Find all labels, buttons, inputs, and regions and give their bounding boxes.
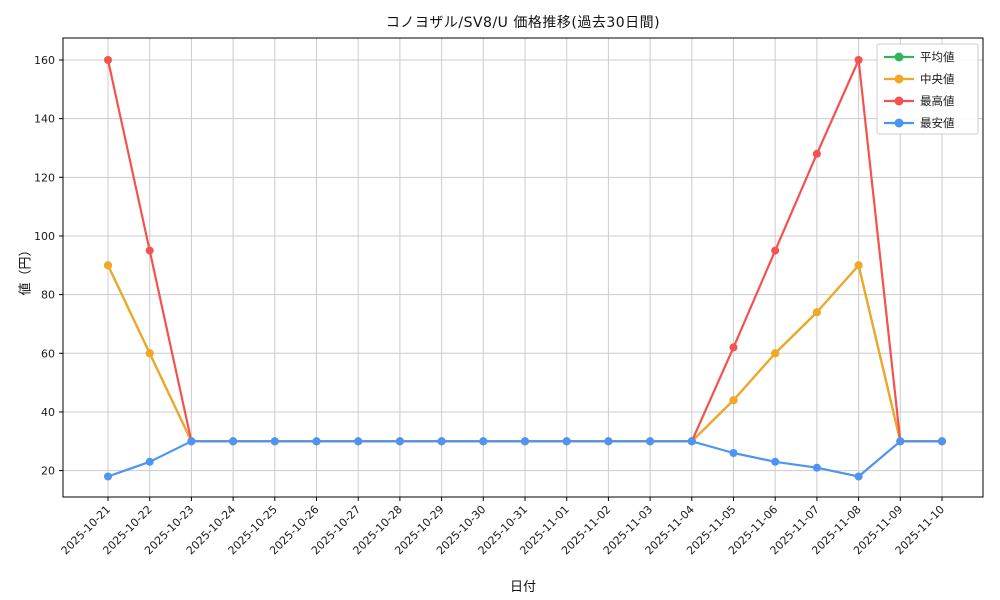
x-axis-label: 日付: [509, 580, 536, 595]
data-point-marker: [896, 437, 905, 446]
legend-item-中央値: 中央値: [884, 72, 955, 86]
legend-label: 中央値: [920, 72, 955, 86]
legend-label: 最安値: [920, 116, 955, 130]
legend-item-最安値: 最安値: [884, 116, 955, 130]
legend-label: 最高値: [920, 94, 955, 108]
data-point-marker: [395, 437, 404, 446]
data-point-marker: [771, 349, 780, 358]
data-point-marker: [687, 437, 696, 446]
y-tick-label: 140: [34, 113, 55, 126]
data-point-marker: [479, 437, 488, 446]
data-point-marker: [771, 457, 780, 466]
legend-item-平均値: 平均値: [884, 50, 955, 64]
chart-title: コノヨザル/SV8/U 価格推移(過去30日間): [385, 15, 661, 31]
data-point-marker: [854, 261, 863, 270]
data-point-marker: [812, 463, 821, 472]
series-最安値: [104, 437, 946, 481]
y-tick-label: 160: [34, 54, 55, 67]
y-tick-label: 20: [41, 465, 55, 478]
data-point-marker: [145, 457, 154, 466]
data-point-marker: [812, 308, 821, 317]
legend-item-最高値: 最高値: [884, 94, 955, 108]
data-point-marker: [812, 149, 821, 158]
data-point-marker: [354, 437, 363, 446]
data-point-marker: [104, 56, 112, 64]
y-tick-label: 60: [41, 347, 55, 360]
data-point-marker: [229, 437, 238, 446]
data-point-marker: [104, 472, 112, 481]
data-point-marker: [312, 437, 321, 446]
legend-marker-icon: [894, 74, 904, 84]
legend-marker-icon: [894, 118, 904, 128]
legend-marker-icon: [894, 96, 904, 106]
data-point-marker: [854, 56, 863, 64]
data-point-marker: [145, 246, 154, 255]
data-point-marker: [729, 343, 738, 352]
data-point-marker: [604, 437, 613, 446]
data-point-marker: [145, 349, 154, 358]
y-tick-label: 100: [34, 230, 55, 243]
data-point-marker: [771, 246, 780, 255]
plot-border: [62, 37, 984, 498]
legend-box: [876, 43, 979, 135]
data-point-marker: [854, 472, 863, 481]
data-point-marker: [646, 437, 655, 446]
data-point-marker: [729, 396, 738, 405]
y-tick-label: 40: [41, 406, 55, 419]
data-point-marker: [104, 261, 112, 270]
legend-label: 平均値: [920, 50, 955, 64]
y-tick-label: 80: [41, 289, 55, 302]
y-axis-label: 値（円）: [18, 243, 34, 296]
y-tick-label: 120: [34, 171, 55, 184]
data-point-marker: [187, 437, 196, 446]
data-point-marker: [562, 437, 571, 446]
plot-area: [63, 38, 983, 497]
data-point-marker: [938, 437, 946, 446]
axis-ticks: [59, 59, 943, 501]
data-point-marker: [437, 437, 446, 446]
data-point-marker: [270, 437, 279, 446]
data-point-marker: [521, 437, 529, 446]
data-point-marker: [729, 449, 738, 457]
legend-marker-icon: [894, 52, 904, 62]
